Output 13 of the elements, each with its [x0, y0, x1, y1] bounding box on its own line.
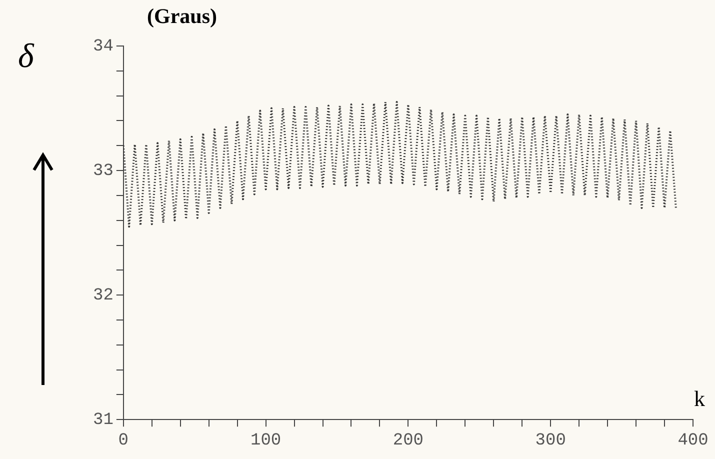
x-axis-title: k [694, 386, 705, 412]
x-tick-label: 200 [392, 431, 424, 450]
y-tick-label: 34 [92, 38, 114, 56]
y-tick-label: 33 [92, 162, 114, 182]
x-tick-label: 0 [118, 431, 129, 450]
y-axis-title: δ [18, 38, 34, 76]
y-tick-label: 31 [92, 411, 114, 430]
y-tick-label: 32 [92, 286, 114, 306]
line-series [123, 101, 677, 228]
x-tick-label: 100 [250, 431, 282, 450]
text: (Graus) [147, 4, 217, 29]
x-tick-label: 300 [535, 431, 566, 450]
x-tick-label: 400 [678, 431, 708, 450]
